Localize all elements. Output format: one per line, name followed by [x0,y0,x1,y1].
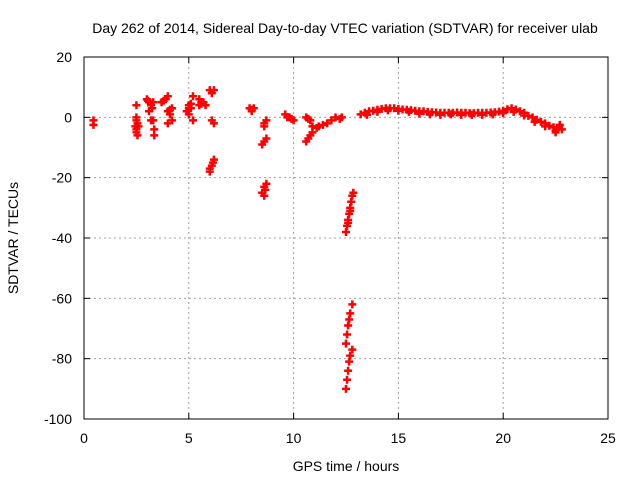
data-point [488,110,497,119]
data-point [205,167,214,176]
data-point [344,218,353,227]
data-point [520,111,529,120]
data-point [89,120,98,129]
data-point [499,109,508,118]
data-point [362,110,371,119]
data-point [342,339,350,348]
data-point [337,113,346,122]
data-point [394,106,403,115]
data-point [132,101,141,110]
data-point [165,110,174,119]
data-points [89,86,566,393]
data-point [209,86,218,95]
data-point [197,99,206,108]
data-point [149,98,158,107]
y-tick-label: -60 [52,290,72,306]
data-point [209,119,218,128]
x-tick-label: 10 [286,430,302,446]
data-point [541,122,550,131]
data-point [509,107,518,116]
data-point [457,110,466,119]
x-tick-label: 20 [495,430,511,446]
y-tick-label: -100 [44,411,72,427]
y-tick-label: 20 [56,49,72,65]
data-point [415,109,424,118]
data-point [163,92,172,101]
data-point [425,110,434,119]
data-point [343,330,352,339]
data-point [383,106,392,115]
data-point [188,92,197,101]
y-axis-label: SDTVAR / TECUs [5,182,21,294]
data-point [323,119,332,128]
data-point [306,116,315,125]
data-point [258,140,267,149]
y-tick-label: -20 [52,170,72,186]
x-axis-label: GPS time / hours [293,458,400,474]
data-point [150,131,159,140]
data-point [530,117,539,126]
data-point [467,110,476,119]
data-point [342,384,350,393]
data-point [260,122,269,131]
data-point [436,110,445,119]
data-point [308,128,317,137]
data-point [551,128,560,137]
data-point [186,99,195,108]
axis-ticks: 0 5 10 15 20 25 20 0 -20 -40 -60 -80 -100 [44,49,616,446]
data-point [343,375,352,384]
y-tick-label: -40 [52,230,72,246]
y-tick-label: -80 [52,351,72,367]
data-point [262,116,271,125]
data-point [446,110,455,119]
data-point [168,116,177,125]
data-point [149,116,158,125]
data-point [302,137,311,146]
data-point [208,158,217,167]
data-point [478,110,487,119]
data-point [133,131,142,140]
plot-frame [83,56,609,420]
data-point [528,113,537,122]
data-point [289,116,298,125]
data-point [201,101,210,110]
x-tick-label: 25 [600,430,616,446]
data-point [188,116,197,125]
x-tick-label: 15 [391,430,407,446]
grid [84,57,608,419]
chart-title: Day 262 of 2014, Sidereal Day-to-day VTE… [92,20,598,36]
data-point [404,107,413,116]
data-point [557,125,566,134]
data-point [327,116,336,125]
data-point [184,110,193,119]
data-point [247,105,256,114]
data-point [348,300,357,309]
data-point [346,351,355,360]
data-point [318,120,327,129]
x-tick-label: 5 [185,430,193,446]
data-point [262,134,271,143]
data-point [555,120,564,129]
data-point [261,185,270,194]
data-point [144,107,153,116]
data-point [195,95,204,104]
data-point [348,345,357,354]
data-point [134,122,143,131]
data-point [344,366,353,375]
data-point [346,309,355,318]
data-point [314,122,323,131]
y-tick-label: 0 [64,109,72,125]
data-point [349,188,358,197]
x-tick-label: 0 [80,430,88,446]
data-point [163,119,172,128]
data-point [373,107,382,116]
data-point [346,206,355,215]
